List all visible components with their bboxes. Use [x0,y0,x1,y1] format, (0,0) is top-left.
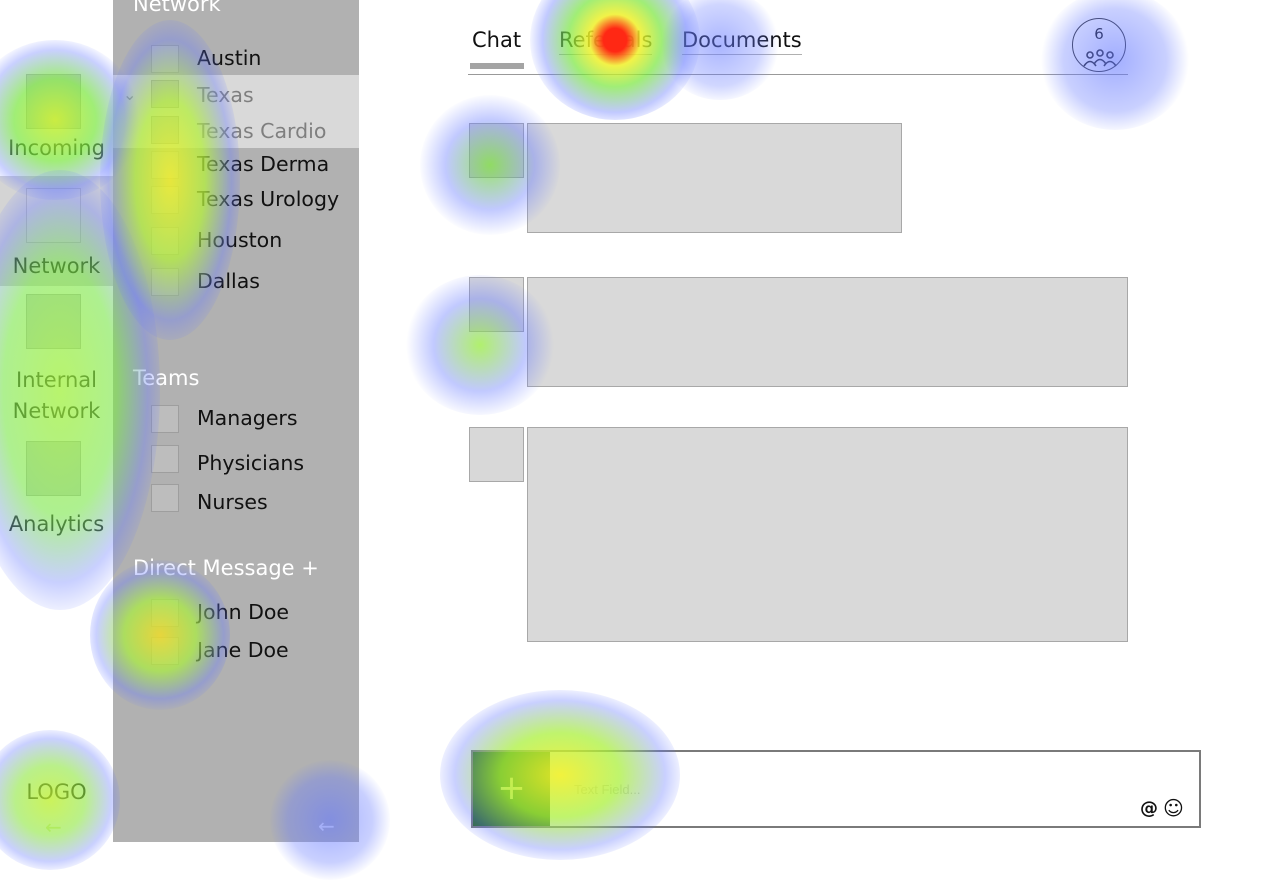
team-label: Nurses [197,490,268,514]
add-attachment-button[interactable]: + [473,752,550,826]
team-icon [151,445,179,473]
members-button[interactable]: 6 [1072,18,1126,72]
arrow-left-icon[interactable]: ← [45,815,62,839]
tab-referrals[interactable]: Referrals [559,28,653,55]
emoji-icon[interactable]: ☺ [1163,796,1184,820]
mention-icon[interactable]: @ [1140,798,1158,819]
members-count: 6 [1094,25,1104,43]
rail-item-incoming[interactable]: Incoming [0,0,113,176]
channel-label: Austin [197,46,262,70]
dm-item-jane-doe[interactable]: Jane Doe [113,634,359,668]
channel-icon [151,151,179,179]
channel-icon [151,227,179,255]
channel-item-dallas[interactable]: Dallas [113,265,359,299]
channel-item-houston[interactable]: Houston [113,224,359,258]
channel-item-texas-derma[interactable]: Texas Derma [113,148,359,182]
rail-label: Analytics [8,512,105,536]
message-bubble [527,123,902,233]
channel-item-texas-cardio[interactable]: Texas Cardio [113,112,359,148]
channel-label: Texas Cardio [197,119,327,143]
channel-item-texas[interactable]: ⌄ Texas [113,75,359,112]
rail-item-analytics[interactable]: Analytics [0,434,113,544]
message-avatar[interactable] [469,427,524,482]
channel-item-texas-urology[interactable]: Texas Urology [113,183,359,217]
channel-label: Houston [197,228,283,252]
channel-label: Texas Urology [197,187,340,211]
direct-message-title[interactable]: Direct Message + [133,556,319,580]
channel-icon [151,116,179,144]
channel-item-austin[interactable]: Austin [113,42,359,76]
network-section-title: Network [133,0,221,16]
message-input[interactable] [550,752,1190,826]
channel-icon [151,45,179,73]
team-label: Managers [197,406,298,430]
channel-sidebar: Network Austin ⌄ Texas Texas Cardio Texa… [113,0,359,842]
tab-bar: Chat Referrals Documents [468,24,1128,75]
rail-label: Network [12,254,101,278]
message-avatar[interactable] [469,277,524,332]
dm-item-john-doe[interactable]: John Doe [113,596,359,630]
chevron-down-icon[interactable]: ⌄ [123,85,137,104]
team-item-physicians[interactable]: Physicians [113,445,359,479]
channel-label: Texas Derma [197,152,330,176]
tab-chat[interactable]: Chat [469,28,525,69]
channel-icon [151,268,179,296]
arrow-left-icon[interactable]: ← [318,814,335,838]
channel-label: Texas [197,83,254,107]
dm-label: John Doe [197,600,290,624]
team-item-nurses[interactable]: Nurses [113,484,359,518]
tab-documents[interactable]: Documents [682,28,802,55]
rail-item-network[interactable]: Network [0,176,113,286]
analytics-icon [26,441,81,496]
message-bubble [527,427,1128,642]
channel-icon [151,186,179,214]
channel-icon [151,80,179,108]
dm-label: Jane Doe [197,638,289,662]
message-composer: + @ ☺ [471,750,1201,828]
team-label: Physicians [197,451,305,475]
message-bubble [527,277,1128,387]
group-icon [1083,49,1117,67]
avatar [151,637,179,665]
rail-label: Incoming [8,136,105,160]
inbox-icon [26,74,81,129]
internal-network-icon [26,294,81,349]
team-icon [151,405,179,433]
left-rail: Incoming Network Internal Network Analyt… [0,0,113,842]
channel-label: Dallas [197,269,260,293]
team-item-managers[interactable]: Managers [113,402,359,436]
teams-section-title: Teams [133,366,200,390]
message-avatar[interactable] [469,123,524,178]
team-icon [151,484,179,512]
network-icon [26,188,81,243]
rail-label: Internal Network [12,368,101,423]
avatar [151,599,179,627]
logo: LOGO [26,780,87,804]
rail-item-internal-network[interactable]: Internal Network [0,286,113,434]
